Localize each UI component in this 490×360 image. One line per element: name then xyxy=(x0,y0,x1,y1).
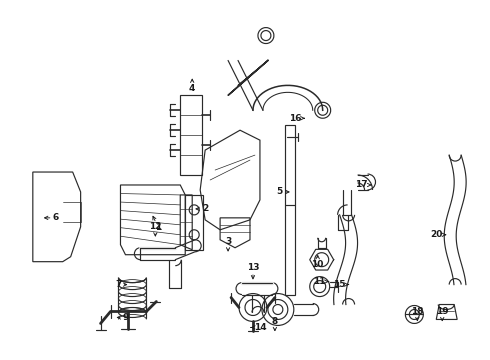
Text: 9: 9 xyxy=(117,313,129,322)
Text: 14: 14 xyxy=(251,323,266,332)
Text: 10: 10 xyxy=(312,256,324,269)
Text: 15: 15 xyxy=(333,280,349,289)
Text: 7: 7 xyxy=(115,280,126,289)
Text: 5: 5 xyxy=(277,188,289,197)
Text: 6: 6 xyxy=(45,213,59,222)
Text: 8: 8 xyxy=(272,317,278,330)
Text: 12: 12 xyxy=(149,222,162,236)
Text: 17: 17 xyxy=(355,180,371,189)
Text: 3: 3 xyxy=(225,237,231,251)
Text: 20: 20 xyxy=(430,230,445,239)
Text: 1: 1 xyxy=(153,216,162,232)
Text: 16: 16 xyxy=(289,114,304,123)
Text: 2: 2 xyxy=(196,204,208,213)
Text: 4: 4 xyxy=(189,79,196,93)
Text: 13: 13 xyxy=(247,263,259,279)
Text: 11: 11 xyxy=(314,277,329,286)
Text: 19: 19 xyxy=(436,307,448,321)
Text: 18: 18 xyxy=(411,307,423,321)
